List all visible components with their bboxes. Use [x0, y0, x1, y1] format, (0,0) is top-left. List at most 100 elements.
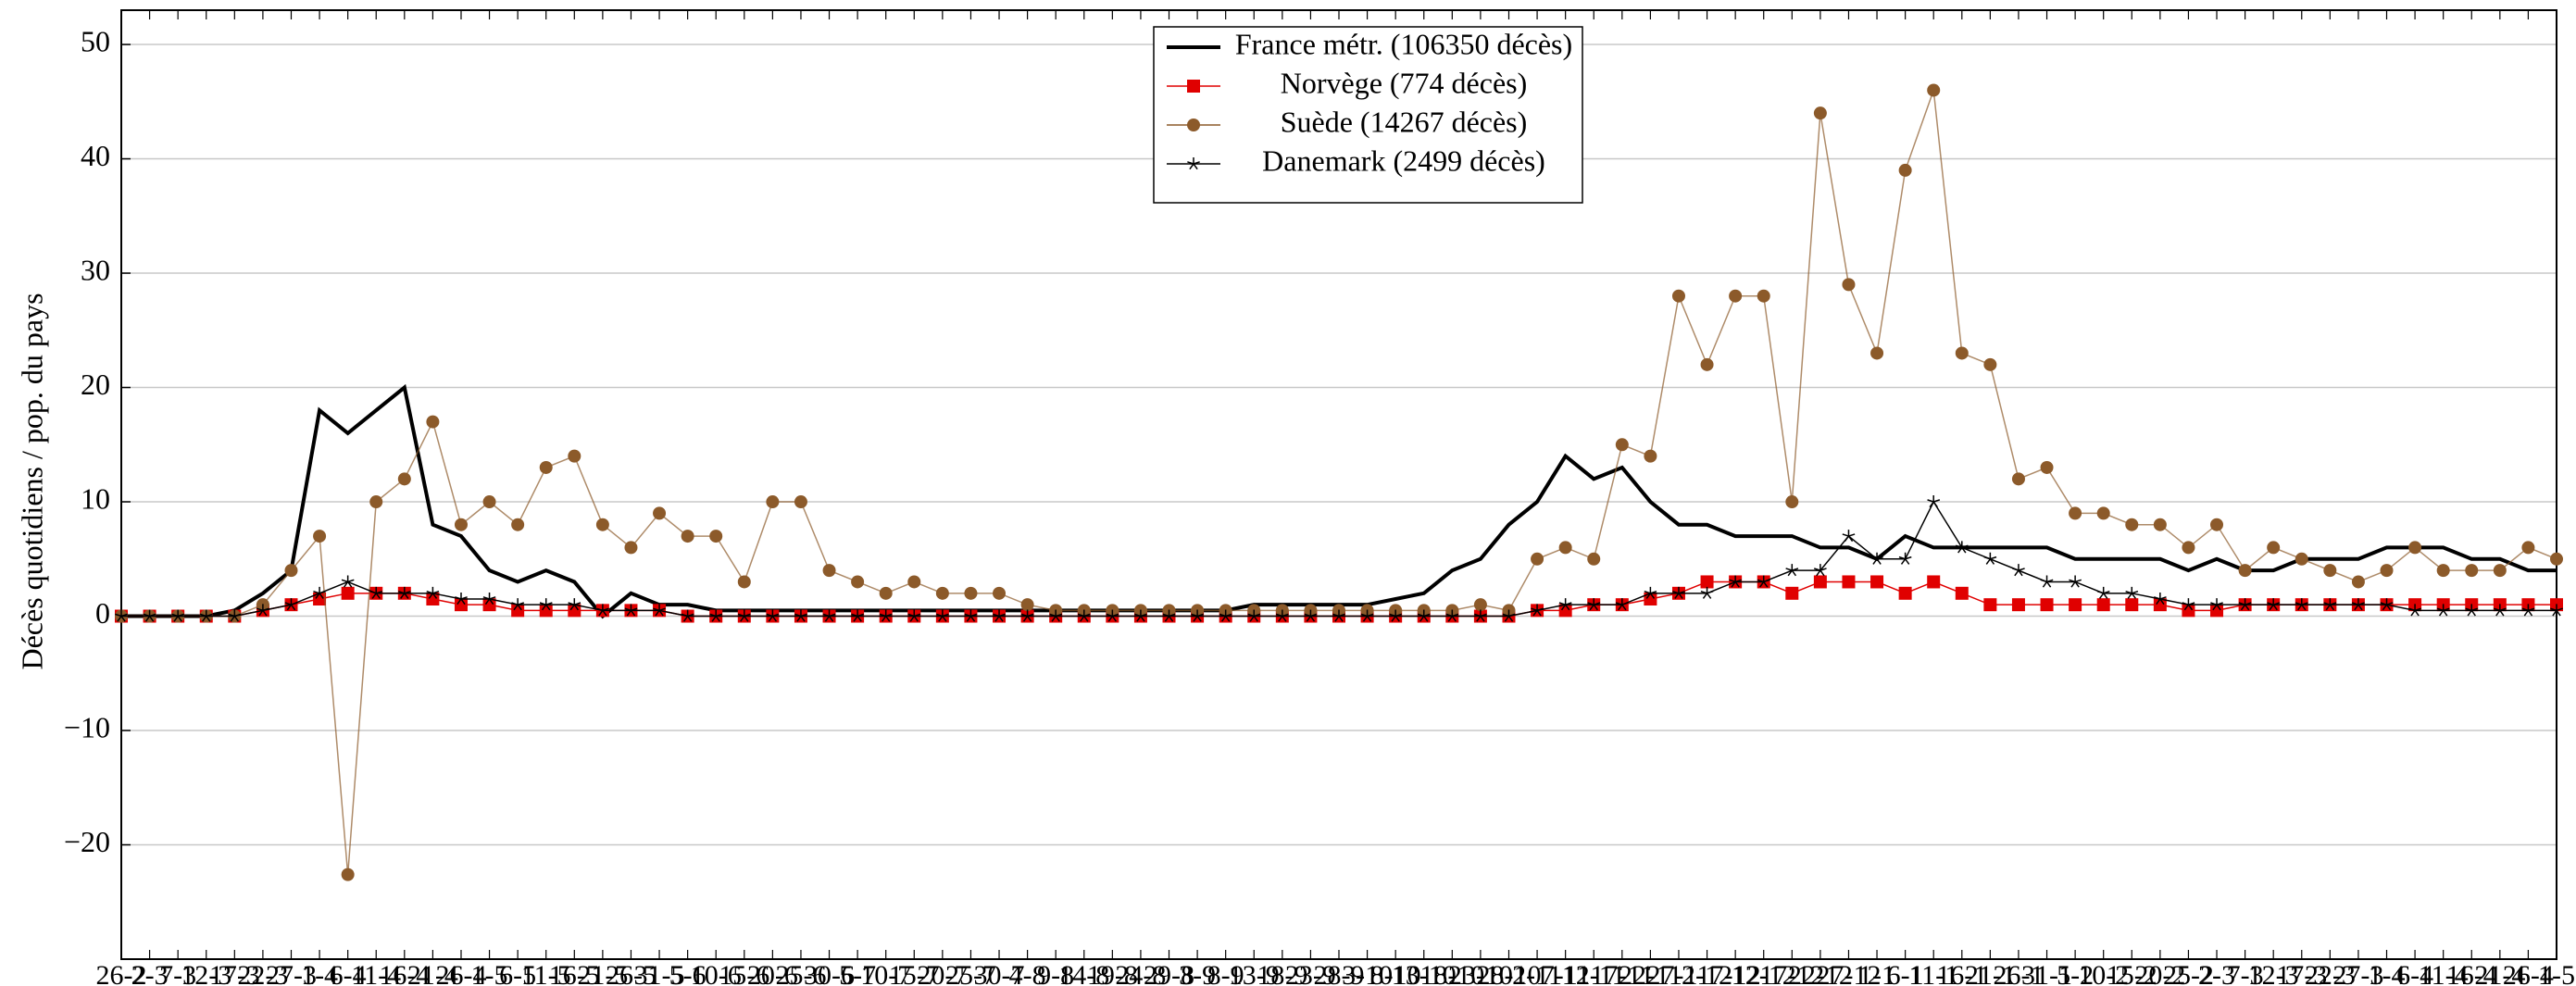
marker [1558, 598, 1572, 611]
marker [397, 472, 411, 486]
marker [1870, 575, 1884, 589]
marker [907, 575, 921, 589]
x-tick-label: 17-3 [209, 960, 260, 986]
marker [1187, 157, 1200, 170]
marker [539, 604, 553, 618]
marker [624, 541, 638, 555]
marker [397, 586, 411, 599]
x-tick-label: 2-3 [2198, 960, 2235, 986]
marker [1187, 80, 1200, 93]
marker [766, 609, 780, 622]
x-tick-label: 5-6 [669, 960, 707, 986]
plot-frame [120, 9, 2557, 960]
marker [595, 604, 609, 617]
marker [2182, 604, 2195, 618]
x-tick-label: 7-3 [2227, 960, 2264, 986]
x-tick-label: 15-7 [889, 960, 940, 986]
marker [1898, 586, 1912, 600]
marker [2465, 564, 2479, 578]
x-tick-label: 11-4 [351, 960, 401, 986]
marker [511, 518, 525, 531]
x-tick-label: 25-7 [945, 960, 996, 986]
marker [993, 586, 1007, 600]
marker [2011, 472, 2025, 486]
x-tick-label: 7-12 [1710, 960, 1761, 986]
marker [568, 604, 581, 618]
marker [115, 609, 128, 622]
marker [624, 604, 638, 617]
marker [1417, 609, 1431, 622]
marker [2521, 604, 2535, 617]
marker [1389, 609, 1403, 622]
marker [568, 598, 581, 611]
marker [1842, 278, 1856, 292]
x-tick-label: 13-9 [1229, 960, 1280, 986]
x-tick-label: 23-9 [1285, 960, 1336, 986]
marker [454, 518, 468, 531]
x-tick-label: 1-4 [301, 960, 338, 986]
x-tick-label: 30-6 [804, 960, 855, 986]
marker [313, 530, 327, 543]
marker [2096, 598, 2110, 612]
x-tick-label: 22-3 [2305, 960, 2356, 986]
marker [1870, 552, 1883, 565]
marker [2436, 564, 2450, 578]
marker [851, 609, 865, 622]
marker [482, 495, 496, 509]
y-tick-label: −20 [64, 825, 110, 858]
marker [2125, 586, 2139, 599]
marker [1020, 609, 1034, 622]
y-axis-label: Décès quotidiens / pop. du pays [15, 293, 48, 669]
marker [1558, 604, 1572, 618]
x-tick-label: 25-6 [775, 960, 826, 986]
marker [2096, 506, 2110, 520]
marker [539, 598, 553, 611]
marker [426, 586, 440, 599]
x-tick-label: 18-9 [1257, 960, 1307, 986]
marker [709, 530, 723, 543]
y-tick-label: −10 [64, 710, 110, 743]
x-tick-label: 16-5 [549, 960, 600, 986]
marker [1106, 609, 1119, 622]
marker [2408, 541, 2422, 555]
x-tick-label: 12-3 [181, 960, 231, 986]
marker [2069, 598, 2082, 612]
marker [1983, 552, 1997, 565]
x-tick-label: 18-10 [1419, 960, 1484, 986]
marker [1813, 575, 1827, 589]
x-tick-label: 17-12 [1759, 960, 1824, 986]
x-tick-label: 21-4 [407, 960, 458, 986]
x-tick-label: 8-10 [1370, 960, 1421, 986]
marker [794, 609, 807, 622]
marker [256, 604, 269, 617]
marker [2238, 564, 2252, 578]
marker [369, 495, 383, 509]
x-tick-label: 8-9 [1207, 960, 1244, 986]
x-tick-label: 26-4 [2503, 960, 2554, 986]
marker [2493, 564, 2507, 578]
marker [1502, 609, 1516, 622]
x-tick-label: 3-10 [1342, 960, 1393, 986]
x-tick-label: 26-4 [435, 960, 486, 986]
marker [1077, 609, 1091, 622]
x-tick-label: 22-12 [1788, 960, 1853, 986]
marker [1729, 289, 1743, 303]
marker [1360, 609, 1374, 622]
y-tick-label: 30 [81, 253, 110, 286]
marker [482, 598, 496, 612]
x-tick-label: 20-6 [747, 960, 798, 986]
marker [935, 609, 949, 622]
marker [1813, 106, 1827, 120]
marker [511, 598, 525, 611]
x-tick-label: 1-5 [471, 960, 508, 986]
marker [1275, 609, 1289, 622]
marker [1644, 592, 1657, 605]
marker [1615, 598, 1629, 611]
x-tick-label: 9-8 [1037, 960, 1074, 986]
marker [341, 867, 355, 881]
marker [341, 575, 355, 588]
marker [2380, 564, 2394, 578]
marker [2125, 598, 2139, 612]
marker [1644, 586, 1657, 599]
y-tick-label: 10 [81, 481, 110, 515]
